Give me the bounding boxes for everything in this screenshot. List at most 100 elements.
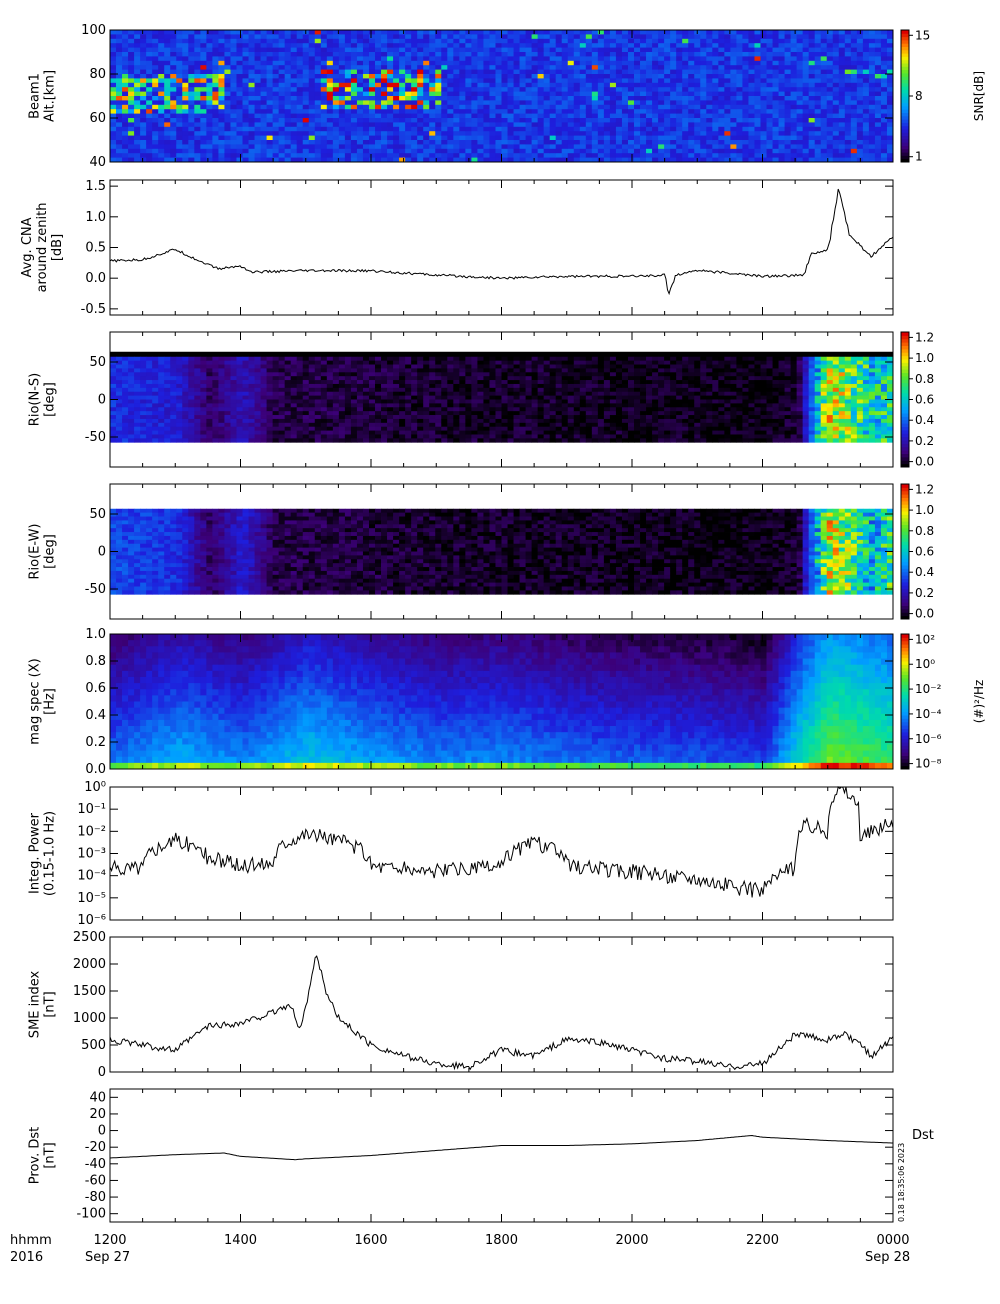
heatmap-cell	[815, 105, 821, 110]
heatmap-cell	[164, 131, 170, 136]
heatmap-cell	[441, 70, 447, 75]
heatmap-cell	[754, 136, 760, 141]
heatmap-cell	[110, 372, 116, 376]
heatmap-cell	[243, 118, 249, 123]
heatmap-cell	[754, 61, 760, 66]
heatmap-cell	[351, 114, 357, 119]
heatmap-cell	[249, 427, 255, 431]
heatmap-cell	[291, 65, 297, 70]
heatmap-cell	[327, 368, 333, 372]
heatmap-cell	[803, 96, 809, 101]
heatmap-cell	[399, 118, 405, 123]
heatmap-cell	[815, 52, 821, 57]
heatmap-cell	[700, 149, 706, 154]
heatmap-cell	[243, 48, 249, 53]
heatmap-cell	[291, 407, 297, 411]
heatmap-cell	[863, 105, 869, 110]
heatmap-cell	[158, 380, 164, 384]
heatmap-cell	[881, 43, 887, 48]
heatmap-cell	[845, 100, 851, 105]
heatmap-cell	[243, 438, 249, 442]
heatmap-cell	[556, 153, 562, 158]
heatmap-cell	[767, 131, 773, 136]
heatmap-cell	[447, 83, 453, 88]
heatmap-cell	[345, 96, 351, 101]
heatmap-cell	[333, 78, 339, 83]
heatmap-cell	[435, 96, 441, 101]
heatmap-cell	[255, 388, 261, 392]
heatmap-cell	[851, 105, 857, 110]
heatmap-cell	[176, 419, 182, 423]
heatmap-cell	[646, 61, 652, 66]
heatmap-cell	[803, 118, 809, 123]
heatmap-cell	[562, 65, 568, 70]
heatmap-cell	[188, 39, 194, 44]
heatmap-cell	[255, 438, 261, 442]
heatmap-cell	[760, 92, 766, 97]
heatmap-cell	[598, 153, 604, 158]
heatmap-cell	[152, 144, 158, 149]
heatmap-cell	[321, 396, 327, 400]
heatmap-cell	[369, 87, 375, 92]
heatmap-cell	[562, 96, 568, 101]
heatmap-cell	[128, 431, 134, 435]
heatmap-cell	[634, 136, 640, 141]
heatmap-cell	[158, 65, 164, 70]
heatmap-cell	[261, 419, 267, 423]
heatmap-cell	[851, 52, 857, 57]
heatmap-cell	[736, 78, 742, 83]
heatmap-cell	[200, 149, 206, 154]
heatmap-cell	[640, 114, 646, 119]
heatmap-cell	[321, 109, 327, 114]
heatmap-cell	[152, 411, 158, 415]
heatmap-cell	[224, 365, 230, 369]
heatmap-cell	[646, 74, 652, 79]
heatmap-cell	[158, 400, 164, 404]
heatmap-cell	[345, 411, 351, 415]
heatmap-cell	[327, 87, 333, 92]
heatmap-cell	[821, 87, 827, 92]
heatmap-cell	[291, 96, 297, 101]
heatmap-cell	[369, 118, 375, 123]
heatmap-cell	[297, 400, 303, 404]
heatmap-cell	[188, 131, 194, 136]
heatmap-cell	[797, 105, 803, 110]
heatmap-cell	[236, 52, 242, 57]
heatmap-cell	[851, 122, 857, 127]
heatmap-cell	[550, 56, 556, 61]
heatmap-cell	[580, 30, 586, 35]
heatmap-cell	[526, 100, 532, 105]
heatmap-cell	[218, 434, 224, 438]
heatmap-cell	[194, 109, 200, 114]
heatmap-cell	[405, 144, 411, 149]
heatmap-cell	[423, 122, 429, 127]
heatmap-cell	[285, 384, 291, 388]
heatmap-cell	[447, 52, 453, 57]
heatmap-cell	[243, 415, 249, 419]
heatmap-cell	[423, 65, 429, 70]
heatmap-cell	[489, 78, 495, 83]
heatmap-cell	[839, 43, 845, 48]
heatmap-cell	[206, 39, 212, 44]
heatmap-cell	[760, 87, 766, 92]
heatmap-cell	[212, 368, 218, 372]
heatmap-cell	[369, 127, 375, 132]
heatmap-cell	[291, 153, 297, 158]
heatmap-cell	[291, 43, 297, 48]
heatmap-cell	[483, 34, 489, 39]
heatmap-cell	[224, 61, 230, 66]
heatmap-cell	[562, 153, 568, 158]
heatmap-cell	[508, 127, 514, 132]
heatmap-cell	[243, 78, 249, 83]
heatmap-cell	[682, 127, 688, 132]
heatmap-cell	[351, 87, 357, 92]
heatmap-cell	[453, 100, 459, 105]
heatmap-cell	[724, 34, 730, 39]
heatmap-cell	[122, 376, 128, 380]
heatmap-cell	[249, 407, 255, 411]
heatmap-cell	[206, 87, 212, 92]
heatmap-cell	[598, 70, 604, 75]
heatmap-cell	[881, 105, 887, 110]
heatmap-cell	[206, 368, 212, 372]
heatmap-cell	[875, 92, 881, 97]
